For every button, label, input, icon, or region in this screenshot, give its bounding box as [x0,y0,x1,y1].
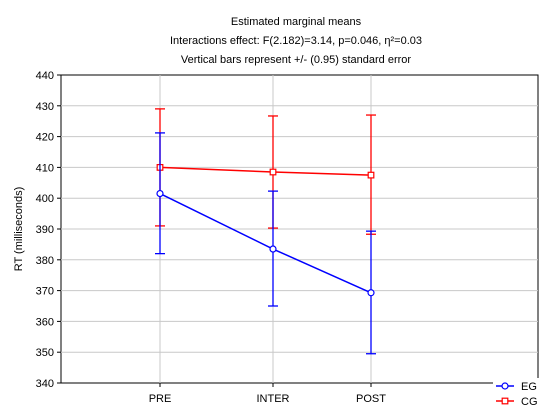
legend-label: EG [521,381,537,393]
y-tick-label: 360 [36,316,54,328]
y-tick-label: 410 [36,162,54,174]
y-tick-label: 350 [36,347,54,359]
series-line [159,192,372,294]
y-axis-label: RT (milliseconds) [13,187,25,272]
y-tick-label: 370 [36,286,54,298]
legend: EG CG [493,378,549,411]
y-tick-label: 430 [36,101,54,113]
series-eg [155,132,376,355]
y-tick-label: 400 [36,193,54,205]
data-point [269,245,277,253]
chart-subtitle: Interactions effect: F(2.182)=3.14, p=0.… [170,35,422,47]
legend-marker [501,382,509,390]
data-point [367,171,375,179]
chart-note: Vertical bars represent +/- (0.95) stand… [181,54,412,66]
y-axis-ticks: 340 350 360 370 380 390 400 410 420 430 440 [36,70,61,390]
x-tick-label: PRE [149,393,172,405]
x-tick-label: INTER [257,393,290,405]
x-tick-label: POST [356,393,386,405]
data-point [156,189,164,198]
y-tick-label: 440 [36,70,54,82]
series-layer [155,108,376,355]
data-point [367,289,375,297]
legend-box [493,378,549,411]
series-cg [155,108,376,235]
series-line [159,166,372,176]
y-tick-label: 380 [36,255,54,267]
data-point [269,168,277,176]
chart-title: Estimated marginal means [231,16,362,28]
y-tick-label: 340 [36,378,54,390]
legend-marker [501,397,509,405]
y-tick-label: 420 [36,132,54,144]
gridlines [61,75,538,383]
y-tick-label: 390 [36,224,54,236]
x-axis-ticks: PRE INTER POST [149,383,386,405]
legend-label: CG [521,396,538,408]
